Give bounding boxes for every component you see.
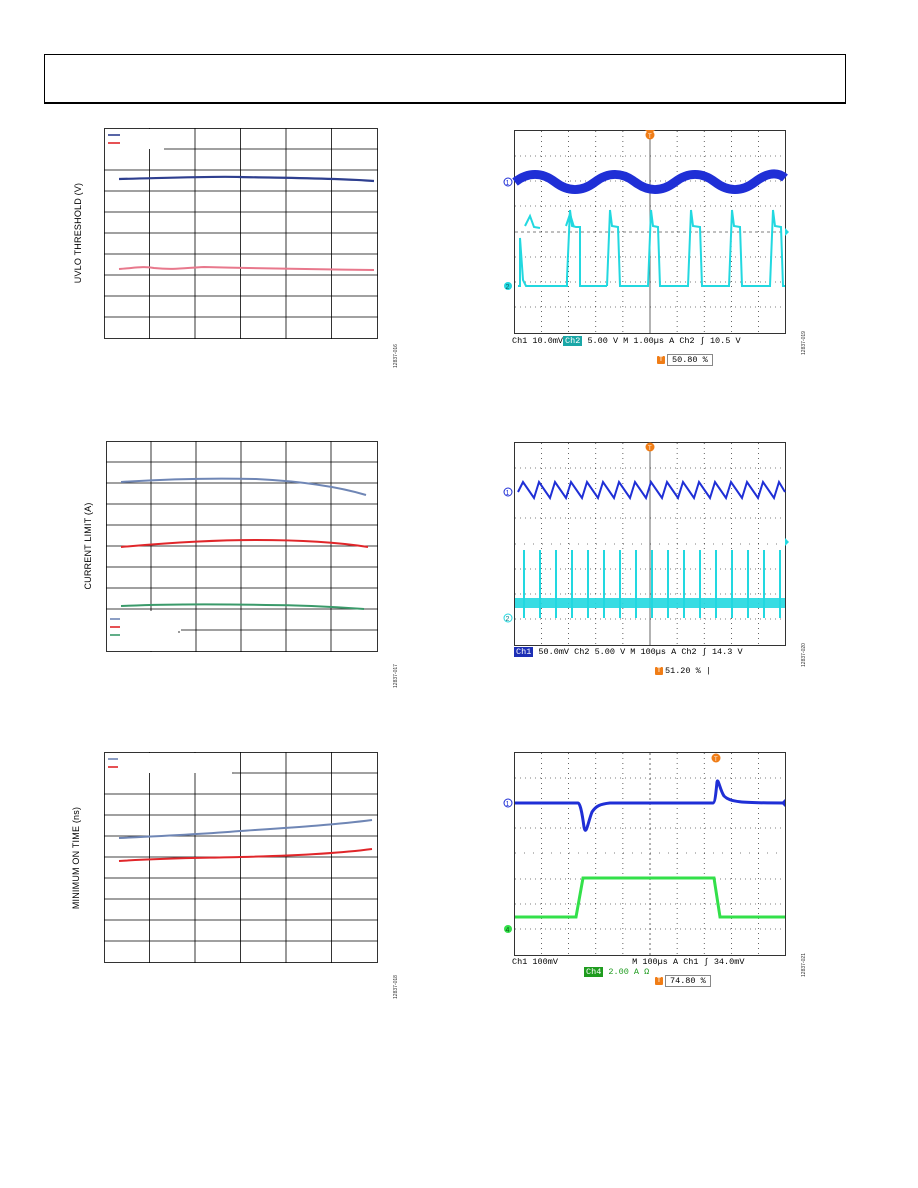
figure-id-016: 12837-016 [393,344,399,368]
trigger-level: 34.0mV [713,957,745,967]
ch1-label: Ch1 [512,336,528,346]
trigger-level: 10.5 V [709,336,741,346]
ch1-marker: 1 [506,490,510,497]
timebase: M 100µs [632,957,668,967]
ch1-label: Ch1 [514,647,534,657]
trigger-icon: T [655,666,663,675]
svg-text:T: T [648,134,652,140]
trigger-mode: A [669,336,675,346]
figure-id-018: 12837-018 [393,975,399,999]
trigger-icon: T [657,355,665,364]
ch1-marker: 1 [506,801,510,808]
ch1-scale: 50.0mV [538,647,570,657]
uvlo-y-axis-label: UVLO THRESHOLD (V) [73,182,83,284]
trigger-mode: A [671,647,677,657]
ch2-label: Ch2 [563,336,583,346]
trigger-channel: Ch2 [679,336,695,346]
ch2-switch-trace [518,209,785,287]
ch1-scale: 100mV [532,957,558,967]
current-limit-curve-mid [120,538,369,548]
current-limit-curve-bottom [120,603,365,610]
current-limit-curve-top [120,477,367,496]
uvlo-threshold-chart [104,128,378,345]
scope-1-settings-bar: Ch1 10.0mV Ch2 5.00 V M 1.00µs A Ch2 ∫ 10… [512,336,741,346]
minimum-on-time-chart-svg [104,752,378,963]
ch2-scale: 5.00 V [587,336,619,346]
page-header-frame [44,54,846,104]
ch2-spike-trace [523,550,781,618]
svg-text:T: T [648,446,652,452]
ch1-ripple-trace [512,169,788,194]
ch2-scale: 5.00 V [594,647,626,657]
ch2-label: Ch2 [574,647,590,657]
ch1-sawtooth-trace [517,479,786,501]
svg-text:T: T [714,757,718,763]
ch4-scale: 2.00 A Ω [608,967,650,977]
trigger-channel: Ch2 [681,647,697,657]
trigger-level: 14.3 V [711,647,743,657]
timebase: M 1.00µs [623,336,664,346]
ch4-marker: 4 [506,927,510,934]
scope-3-svg: T 1 4 [503,752,786,956]
min-on-time-curve-top [118,819,373,839]
ch2-baseline-band [515,598,785,608]
min-on-time-curve-bottom [118,848,373,862]
uvlo-rising-curve [118,175,375,183]
minimum-on-time-chart [104,752,378,969]
scope-3-ch4-settings: Ch4 2.00 A Ω [584,967,649,977]
uvlo-chart-svg [104,128,378,339]
scope-3-settings-bar: Ch1 100mV M 100µs A Ch1 ∫ 34.0mV [512,957,745,967]
trigger-channel: Ch1 [683,957,699,967]
figure-id-017: 12837-017 [393,664,399,688]
ch1-label: Ch1 [512,957,528,967]
uvlo-falling-curve [118,265,375,271]
trigger-icon: T [655,976,663,985]
scope-3-trigger-position: T 74.80 % [655,975,711,987]
ch4-current-trace [515,876,785,919]
ch2-marker: 2 [506,284,510,291]
scope-capture-1: T 1 2 [500,128,790,345]
scope-2-svg: T 1 2 [503,442,789,646]
scope-1-trigger-position: T 50.80 % [657,354,713,366]
figure-id-020: 12837-020 [801,643,807,667]
trigger-position-marker [645,442,655,452]
figure-id-019: 12837-019 [801,331,807,355]
scope-2-settings-bar: Ch1 50.0mV Ch2 5.00 V M 100µs A Ch2 ∫ 14… [514,647,743,657]
scope-capture-3: T 1 4 [500,752,790,969]
ch4-label: Ch4 [584,967,604,977]
ch2-marker: 2 [506,616,510,623]
trigger-mode: A [672,957,679,967]
current-limit-chart-svg [106,441,378,652]
scope-capture-2: T 1 2 [500,440,790,657]
ch1-transient-trace [515,779,786,832]
current-limit-y-axis-label: CURRENT LIMIT (A) [83,502,93,590]
current-limit-chart [106,441,378,658]
scope-1-svg: T 1 2 [503,130,789,334]
figure-id-021: 12837-021 [801,953,807,977]
trigger-position-marker [711,753,721,763]
minimum-on-time-y-axis-label: MINIMUM ON TIME (ns) [71,806,81,910]
timebase: M 100µs [630,647,666,657]
scope-2-trigger-position: T 51.20 % | [655,666,711,676]
ch1-marker: 1 [506,180,510,187]
ch1-scale: 10.0mV [532,336,564,346]
